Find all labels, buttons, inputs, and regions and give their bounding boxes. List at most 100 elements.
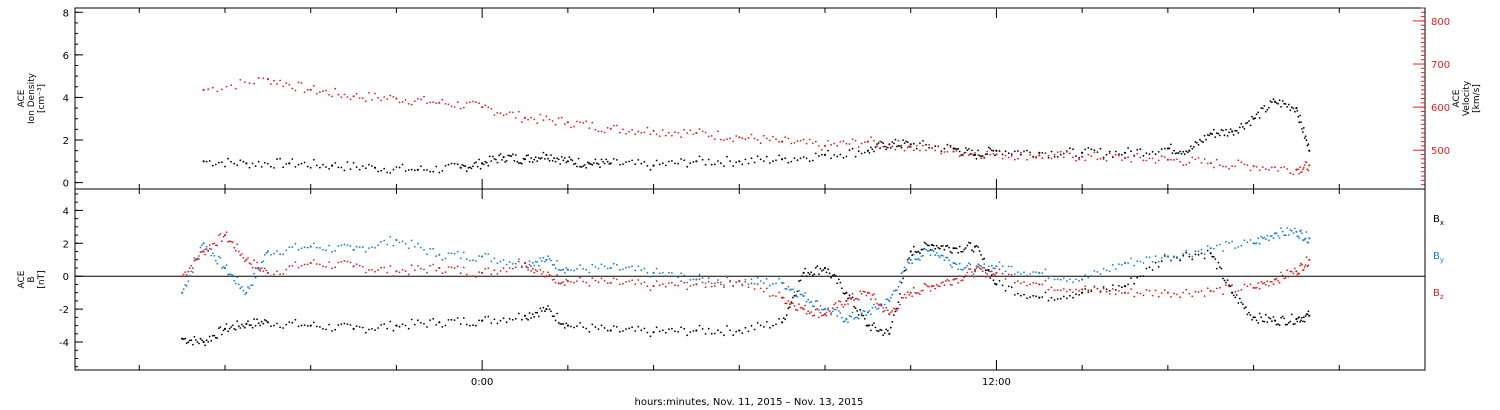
bz-point bbox=[1203, 295, 1206, 297]
bz-point bbox=[897, 307, 900, 310]
bz-point bbox=[805, 312, 808, 315]
bx-point bbox=[525, 317, 528, 320]
bx-point bbox=[444, 324, 447, 327]
bx-point bbox=[218, 327, 220, 330]
bz-point bbox=[971, 274, 973, 277]
bx-point bbox=[973, 245, 977, 248]
bz-point bbox=[874, 298, 877, 301]
bx-point bbox=[798, 280, 800, 282]
bz-point bbox=[717, 281, 719, 284]
density-point bbox=[340, 166, 343, 169]
by-point bbox=[1272, 237, 1275, 240]
by-point bbox=[888, 299, 891, 302]
by-point bbox=[438, 253, 441, 256]
velocity-point bbox=[1302, 166, 1305, 169]
velocity-point bbox=[493, 114, 496, 116]
bx-point bbox=[735, 330, 738, 333]
by-point bbox=[276, 250, 278, 252]
by-point bbox=[971, 271, 973, 273]
bx-point bbox=[193, 335, 196, 338]
bz-point bbox=[1081, 288, 1084, 291]
bz-point bbox=[839, 300, 842, 303]
density-point bbox=[723, 165, 725, 168]
density-point bbox=[426, 169, 428, 171]
bx-point bbox=[214, 336, 217, 339]
by-point bbox=[288, 246, 291, 249]
bx-point bbox=[1234, 296, 1237, 299]
bx-point bbox=[664, 331, 667, 334]
bz-point bbox=[922, 289, 924, 292]
bx-point bbox=[377, 327, 379, 329]
velocity-point bbox=[591, 121, 594, 124]
density-point bbox=[285, 163, 288, 165]
by-point bbox=[802, 294, 805, 298]
by-point bbox=[810, 300, 813, 303]
density-point bbox=[1306, 144, 1309, 147]
bz-point bbox=[747, 286, 750, 289]
bx-point bbox=[533, 315, 536, 318]
bx-point bbox=[346, 323, 349, 325]
bx-point bbox=[615, 326, 618, 328]
density-point bbox=[860, 152, 863, 155]
by-point bbox=[242, 289, 245, 292]
density-point bbox=[410, 168, 413, 171]
bx-point bbox=[1240, 301, 1243, 304]
density-point bbox=[1136, 148, 1139, 151]
velocity-point bbox=[518, 110, 520, 113]
by-point bbox=[508, 261, 511, 263]
bx-point bbox=[1200, 252, 1203, 255]
density-point bbox=[992, 150, 995, 152]
bz-point bbox=[643, 281, 646, 283]
density-point bbox=[1275, 102, 1278, 104]
density-point bbox=[435, 165, 438, 168]
bx-point bbox=[514, 317, 517, 320]
bx-point bbox=[1211, 255, 1214, 258]
velocity-point bbox=[426, 102, 428, 105]
bx-point bbox=[1017, 292, 1019, 295]
density-point bbox=[695, 160, 698, 163]
by-point bbox=[655, 267, 658, 270]
by-point bbox=[187, 280, 190, 282]
by-point bbox=[652, 271, 655, 274]
by-point bbox=[1286, 227, 1289, 229]
velocity-point bbox=[511, 111, 514, 114]
bz-point bbox=[863, 290, 866, 293]
velocity-point bbox=[778, 140, 780, 143]
density-point bbox=[1186, 151, 1189, 154]
bx-point bbox=[796, 290, 799, 293]
by-point bbox=[530, 265, 532, 268]
density-point bbox=[894, 138, 897, 141]
bx-point bbox=[244, 326, 246, 329]
bz-point bbox=[201, 250, 203, 253]
by-point bbox=[502, 259, 505, 261]
density-point bbox=[1183, 153, 1186, 156]
bx-point bbox=[799, 279, 802, 282]
by-point bbox=[591, 263, 594, 266]
bx-point bbox=[248, 324, 251, 327]
density-point bbox=[392, 168, 395, 171]
by-point bbox=[1261, 237, 1264, 240]
density-point bbox=[343, 169, 346, 172]
bx-point bbox=[231, 324, 234, 327]
bz-point bbox=[977, 265, 979, 268]
by-point bbox=[493, 257, 496, 260]
density-point bbox=[1148, 153, 1151, 156]
bz-point bbox=[531, 267, 534, 270]
bx-point bbox=[1225, 281, 1227, 284]
bx-point bbox=[857, 314, 860, 316]
by-point bbox=[622, 268, 624, 271]
bx-point bbox=[772, 324, 774, 327]
bx-point bbox=[1246, 313, 1249, 316]
density-point bbox=[655, 159, 658, 162]
by-point bbox=[426, 253, 428, 256]
bz-point bbox=[609, 281, 612, 284]
bx-point bbox=[902, 277, 904, 280]
bx-point bbox=[961, 250, 964, 253]
bz-point bbox=[303, 263, 306, 266]
bz-point bbox=[883, 309, 886, 312]
density-point bbox=[1029, 151, 1031, 154]
density-point bbox=[1242, 126, 1244, 128]
by-point bbox=[932, 250, 935, 253]
velocity-point bbox=[775, 138, 777, 141]
by-point bbox=[282, 253, 285, 256]
